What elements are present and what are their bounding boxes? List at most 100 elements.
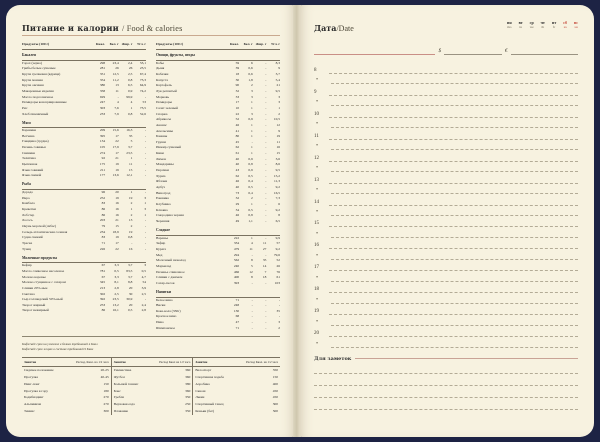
food-value: 46 bbox=[235, 213, 240, 218]
entry-line[interactable] bbox=[331, 236, 578, 238]
schedule-slot-19[interactable]: 19 bbox=[314, 304, 578, 316]
notes-line[interactable] bbox=[314, 386, 578, 398]
schedule-slot-18[interactable]: 18 bbox=[314, 282, 578, 294]
food-value: 3,7 bbox=[128, 263, 133, 268]
food-value: 5 bbox=[130, 139, 133, 144]
schedule-slot-14-30[interactable]: • bbox=[314, 206, 578, 216]
schedule-slot-10-30[interactable]: • bbox=[314, 118, 578, 128]
schedule-slot-11-30[interactable]: • bbox=[314, 140, 578, 150]
schedule-slot-13[interactable]: 13 bbox=[314, 172, 578, 184]
schedule-slot-15-30[interactable]: • bbox=[314, 227, 578, 238]
weekday-tu[interactable]: вт tu bbox=[519, 20, 523, 30]
food-group-label: Молочные продукты bbox=[22, 256, 146, 264]
year-input-line[interactable] bbox=[510, 46, 578, 55]
notes-line[interactable] bbox=[314, 398, 578, 410]
food-value: 20 bbox=[115, 190, 119, 195]
schedule-slot-15[interactable]: 15 bbox=[314, 216, 578, 228]
activity-kcal: 450 bbox=[272, 395, 278, 400]
entry-line[interactable] bbox=[329, 138, 578, 140]
schedule-slot-9[interactable]: 9 bbox=[314, 84, 578, 96]
food-value: 3,7 bbox=[128, 145, 133, 150]
entry-line[interactable] bbox=[329, 335, 578, 338]
entry-line[interactable] bbox=[331, 104, 578, 106]
schedule-slot-12-30[interactable]: • bbox=[314, 162, 578, 172]
notes-area[interactable] bbox=[314, 362, 578, 410]
schedule-slot-16[interactable]: 16 bbox=[314, 238, 578, 250]
food-value: 11 bbox=[115, 88, 119, 93]
entry-line[interactable] bbox=[329, 225, 578, 228]
schedule-slot-8[interactable]: 8 bbox=[314, 62, 578, 74]
entry-line[interactable] bbox=[331, 302, 578, 304]
weekday-th[interactable]: чт th bbox=[541, 20, 545, 30]
schedule-slot-19-30[interactable]: • bbox=[314, 315, 578, 326]
food-group-label: Рыба bbox=[22, 182, 146, 191]
entry-line[interactable] bbox=[329, 160, 578, 162]
weekday-su[interactable]: вс su bbox=[574, 20, 578, 30]
entry-line[interactable] bbox=[329, 72, 578, 74]
entry-line[interactable] bbox=[329, 204, 578, 206]
food-value: 2 bbox=[130, 212, 133, 217]
weekday-en: tu bbox=[519, 25, 522, 30]
month-input-line[interactable] bbox=[443, 46, 503, 55]
food-value: - bbox=[144, 156, 146, 161]
entry-line[interactable] bbox=[331, 214, 578, 216]
food-name: Хлеб пшеничный bbox=[22, 111, 49, 116]
entry-line[interactable] bbox=[331, 148, 578, 150]
food-value: 52 bbox=[235, 117, 240, 122]
entry-line[interactable] bbox=[331, 280, 578, 282]
food-name: Сыр голландский 50%-ный bbox=[22, 297, 63, 302]
entry-line[interactable] bbox=[331, 170, 578, 172]
schedule-slot-13-30[interactable]: • bbox=[314, 184, 578, 194]
entry-line[interactable] bbox=[329, 291, 578, 294]
notes-rule bbox=[355, 358, 578, 360]
day-input-line[interactable] bbox=[314, 46, 436, 55]
entry-line[interactable] bbox=[329, 247, 578, 250]
entry-line[interactable] bbox=[331, 192, 578, 194]
entry-line[interactable] bbox=[331, 324, 578, 326]
weekday-selector[interactable]: пн mo вт tu ср we чт th пт fr сб sa вс su bbox=[507, 20, 578, 30]
food-value: 19 bbox=[115, 162, 119, 167]
schedule-slot-14[interactable]: 14 bbox=[314, 194, 578, 206]
weekday-we[interactable]: ср we bbox=[530, 20, 534, 30]
schedule-slot-9-30[interactable]: • bbox=[314, 96, 578, 106]
food-value: - bbox=[265, 196, 267, 201]
food-value: - bbox=[265, 235, 267, 240]
schedule-slot-12[interactable]: 12 bbox=[314, 150, 578, 162]
food-name: Киви bbox=[156, 151, 164, 156]
notes-line[interactable] bbox=[314, 362, 578, 374]
weekday-fr[interactable]: пт fr bbox=[552, 20, 556, 30]
entry-line[interactable] bbox=[329, 94, 578, 96]
table-row: Молоко коровье 67 3,3 3,7 4,7 bbox=[22, 275, 146, 281]
entry-line[interactable] bbox=[329, 269, 578, 272]
food-name: Лимон bbox=[156, 156, 167, 161]
food-value: 298 bbox=[99, 60, 106, 65]
food-name: Творог жирный bbox=[22, 302, 46, 307]
food-value: 83,5 bbox=[126, 268, 133, 273]
food-value: 67,4 bbox=[139, 71, 146, 76]
schedule-slot-11[interactable]: 11 bbox=[314, 128, 578, 140]
schedule-slot-18-30[interactable]: • bbox=[314, 293, 578, 304]
entry-line[interactable] bbox=[329, 116, 578, 118]
food-value: 211 bbox=[100, 167, 106, 172]
weekday-sa[interactable]: сб sa bbox=[563, 20, 567, 30]
entry-line[interactable] bbox=[331, 126, 578, 128]
entry-line[interactable] bbox=[329, 313, 578, 316]
entry-line[interactable] bbox=[331, 258, 578, 260]
schedule-slot-17-30[interactable]: • bbox=[314, 271, 578, 282]
schedule-slot-16-30[interactable]: • bbox=[314, 249, 578, 260]
schedule-slot-20[interactable]: 20 bbox=[314, 326, 578, 338]
food-value: - bbox=[144, 297, 146, 302]
food-value: 6 bbox=[278, 202, 280, 207]
entry-line[interactable] bbox=[331, 346, 578, 348]
entry-line[interactable] bbox=[329, 182, 578, 184]
food-value: 103 bbox=[274, 280, 280, 285]
weekday-mo[interactable]: пн mo bbox=[507, 20, 512, 30]
food-group-label: Овощи, фрукты, ягоды bbox=[156, 53, 280, 61]
schedule-slot-17[interactable]: 17 bbox=[314, 260, 578, 272]
schedule-slot-10[interactable]: 10 bbox=[314, 106, 578, 118]
schedule-slot-8-30[interactable]: • bbox=[314, 74, 578, 84]
food-value: 2 bbox=[251, 83, 253, 88]
schedule-slot-20-30[interactable]: • bbox=[314, 337, 578, 348]
entry-line[interactable] bbox=[331, 82, 578, 84]
notes-line[interactable] bbox=[314, 374, 578, 386]
